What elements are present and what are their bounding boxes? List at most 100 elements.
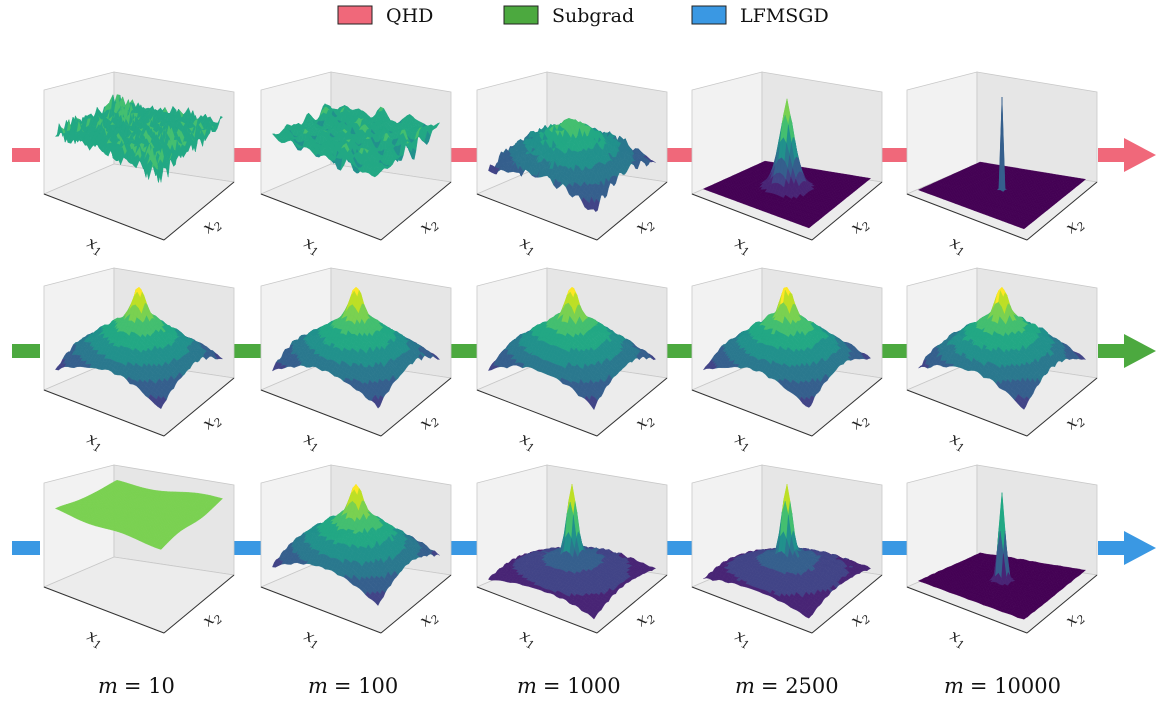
surface-mesh xyxy=(54,94,223,183)
axis-label-x2: x2 xyxy=(1062,408,1088,435)
axis-x1-line xyxy=(260,193,382,241)
axis-label-x1: x1 xyxy=(83,232,107,259)
axis-x2-line xyxy=(380,377,452,437)
surface-panel-r3-c1: x1 x2 xyxy=(42,464,235,652)
surface-panel-r1-c1: x1 x2 xyxy=(42,71,235,259)
axis-x2-line xyxy=(596,181,668,241)
axis-x1-line xyxy=(691,586,813,634)
row-arrow xyxy=(1098,531,1156,565)
row-connectors-3 xyxy=(12,531,1156,565)
axis-x2-line xyxy=(163,574,235,634)
legend-swatch-lfmsgd xyxy=(691,5,727,25)
surface-panel-r3-c4: x1 x2 xyxy=(690,464,883,652)
row-connector-bar xyxy=(450,148,478,162)
surface-panel-r1-c5: x1 x2 xyxy=(905,71,1098,259)
surface-mesh xyxy=(703,484,871,619)
row-connector-bar xyxy=(233,148,261,162)
axis-label-x1: x1 xyxy=(516,428,540,455)
axis-x2-line xyxy=(811,574,883,634)
legend-item-qhd: QHD xyxy=(337,5,433,27)
surface-panel-r2-c5: x1 x2 xyxy=(905,267,1098,455)
surface-panel-r3-c2: x1 x2 xyxy=(259,464,452,652)
axis-x2-line xyxy=(1026,181,1098,241)
row-connector-bar xyxy=(665,541,693,555)
axis-label-x2: x2 xyxy=(847,408,873,435)
surface-mesh xyxy=(54,479,224,550)
axis-label-x1: x1 xyxy=(83,625,107,652)
legend-item-lfmsgd: LFMSGD xyxy=(691,5,829,27)
legend-label-subgrad: Subgrad xyxy=(552,5,634,27)
legend-label-qhd: QHD xyxy=(386,5,433,27)
axis-label-x2: x2 xyxy=(199,212,225,239)
axis-x1-line xyxy=(906,389,1028,437)
surface-mesh xyxy=(702,286,872,408)
axis-x1-line xyxy=(691,193,813,241)
axis-label-x2: x2 xyxy=(847,212,873,239)
axis-x2-line xyxy=(380,574,452,634)
surface-mesh xyxy=(271,103,441,178)
axis-label-x2: x2 xyxy=(416,605,442,632)
row-connector-bar xyxy=(233,344,261,358)
axis-label-x1: x1 xyxy=(946,428,970,455)
surface-mesh xyxy=(917,96,1087,230)
axis-x1-line xyxy=(43,586,165,634)
column-label-1: m = 10 xyxy=(98,674,175,698)
column-label-5: m = 10000 xyxy=(944,674,1061,698)
row-connector-bar xyxy=(12,344,40,358)
row-connector-bar xyxy=(881,344,909,358)
row-connectors-2 xyxy=(12,334,1156,368)
axis-x2-line xyxy=(596,574,668,634)
surface-panel-r2-c1: x1 x2 xyxy=(42,267,235,455)
row-connector-bar xyxy=(665,344,693,358)
surface-mesh xyxy=(702,98,872,229)
legend: QHD Subgrad LFMSGD xyxy=(337,5,829,27)
axis-x2-line xyxy=(811,377,883,437)
axis-label-x2: x2 xyxy=(416,408,442,435)
surface-panel-r1-c3: x1 x2 xyxy=(475,71,668,259)
surface-mesh xyxy=(488,484,657,620)
axis-x1-line xyxy=(476,193,598,241)
column-label-3: m = 1000 xyxy=(517,674,621,698)
panel-grid: x1 x2 x1 x2 x1 x2 x1 x2 x1 x2 x1 x2 x1 x2 x1 x2 x1 x2 x1 x2… xyxy=(12,71,1156,652)
axis-label-x1: x1 xyxy=(300,625,324,652)
axis-x1-line xyxy=(476,389,598,437)
axis-x2-line xyxy=(596,377,668,437)
column-labels: m = 10 m = 100 m = 1000 m = 2500 m = 10000 xyxy=(98,674,1061,698)
legend-swatch-qhd xyxy=(337,5,373,25)
axis-x1-line xyxy=(43,193,165,241)
axis-label-x1: x1 xyxy=(946,625,970,652)
surface-mesh xyxy=(272,286,441,409)
row-connector-bar xyxy=(665,148,693,162)
surface-panel-r2-c2: x1 x2 xyxy=(259,267,452,455)
legend-swatch-subgrad xyxy=(503,5,539,25)
axis-label-x1: x1 xyxy=(83,428,107,455)
axis-label-x2: x2 xyxy=(632,212,658,239)
axis-x1-line xyxy=(43,389,165,437)
surface-mesh xyxy=(917,492,1087,620)
row-arrow xyxy=(1098,138,1156,172)
legend-label-lfmsgd: LFMSGD xyxy=(740,5,829,27)
column-label-2: m = 100 xyxy=(308,674,398,698)
row-connector-bar xyxy=(12,541,40,555)
axis-x2-line xyxy=(380,181,452,241)
axis-label-x1: x1 xyxy=(516,232,540,259)
row-arrow xyxy=(1098,334,1156,368)
axis-x1-line xyxy=(906,193,1028,241)
surface-panel-r3-c5: x1 x2 xyxy=(905,464,1098,652)
axis-label-x1: x1 xyxy=(946,232,970,259)
axis-label-x2: x2 xyxy=(199,408,225,435)
surface-panel-r2-c4: x1 x2 xyxy=(690,267,883,455)
axis-x2-line xyxy=(1026,377,1098,437)
row-connector-bar xyxy=(881,541,909,555)
row-connector-bar xyxy=(881,148,909,162)
axis-label-x1: x1 xyxy=(731,625,755,652)
axis-x2-line xyxy=(163,377,235,437)
surface-mesh xyxy=(918,286,1087,410)
row-connectors-1 xyxy=(12,138,1156,172)
axis-x1-line xyxy=(260,586,382,634)
axis-label-x2: x2 xyxy=(1062,212,1088,239)
axis-label-x1: x1 xyxy=(731,428,755,455)
axis-x1-line xyxy=(260,389,382,437)
axis-label-x1: x1 xyxy=(300,428,324,455)
